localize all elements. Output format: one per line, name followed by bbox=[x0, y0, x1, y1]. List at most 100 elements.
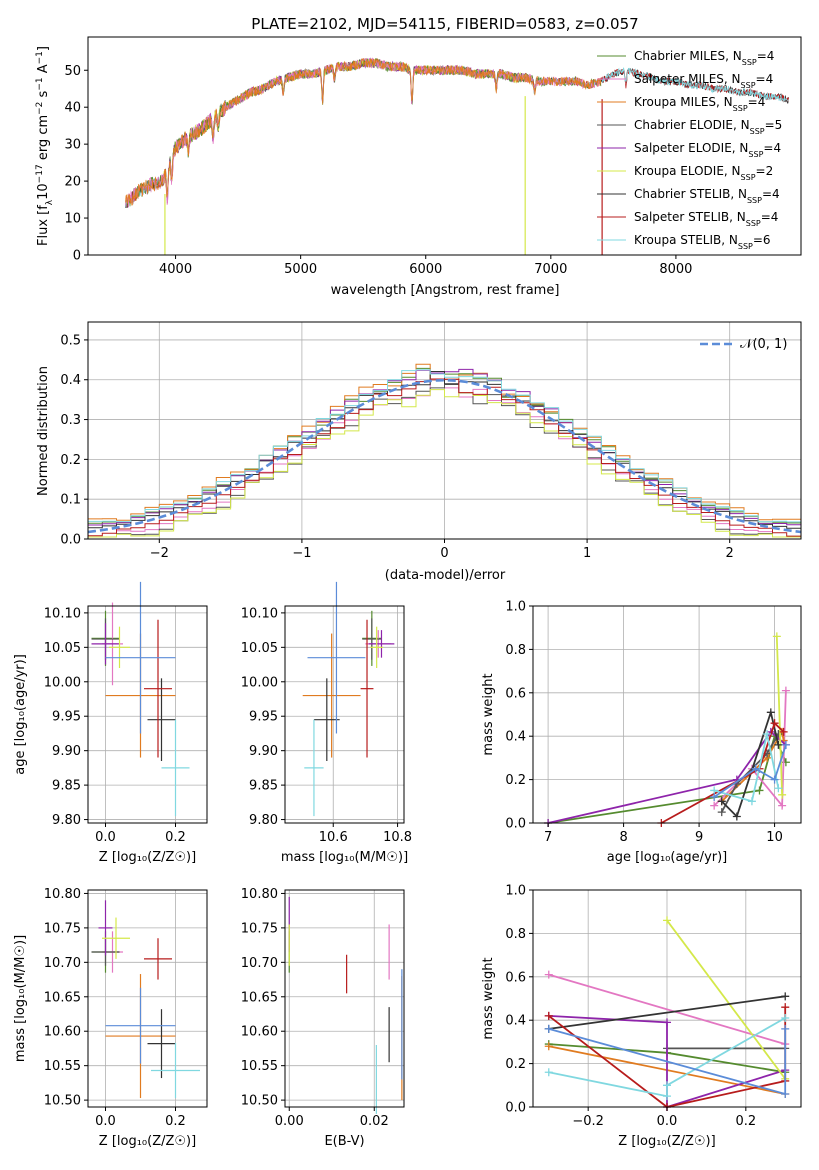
panel-frame bbox=[284, 889, 405, 1108]
y-tick-label: 0.6 bbox=[505, 970, 526, 985]
y-tick-label: 9.90 bbox=[52, 744, 81, 759]
x-tick-label: 0.2 bbox=[165, 1114, 186, 1129]
weight-marker bbox=[663, 916, 671, 925]
x-tick-label: 10.8 bbox=[383, 830, 412, 845]
y-tick-label: 0.4 bbox=[505, 730, 526, 745]
weight-series bbox=[772, 632, 787, 799]
x-axis-label: Z [log₁₀(Z/Z☉)] bbox=[99, 1134, 196, 1149]
x-tick-label: −1 bbox=[292, 546, 311, 561]
y-axis-label: mass [log₁₀(M/M☉)] bbox=[13, 935, 28, 1062]
y-tick-label: 10.55 bbox=[241, 1059, 278, 1074]
y-tick-label: 10.60 bbox=[44, 1025, 81, 1040]
errorbar-point bbox=[368, 630, 395, 658]
residuals-histograms bbox=[88, 363, 801, 538]
weight-marker bbox=[663, 1018, 671, 1027]
weight-marker bbox=[781, 686, 790, 695]
weight-marker bbox=[717, 797, 726, 806]
y-tick-label: 50 bbox=[64, 64, 81, 79]
errorbar-point bbox=[313, 678, 340, 761]
errorbar-point bbox=[109, 626, 130, 668]
errorbar-point bbox=[302, 633, 361, 758]
spectrum-trace bbox=[125, 57, 602, 206]
z-vs-age-panel: 0.0 0.2 9.80 9.85 9.90 9.95 10.00 10.05 10.10 Z [… bbox=[13, 581, 208, 865]
normal-reference-curve bbox=[87, 378, 802, 534]
y-tick-label: 0.0 bbox=[505, 817, 526, 832]
spectrum-x-label: wavelength [Angstrom, rest frame] bbox=[331, 283, 560, 298]
y-tick-label: 10.55 bbox=[44, 1059, 81, 1074]
weight-marker bbox=[781, 1014, 790, 1023]
y-tick-label: 0.0 bbox=[60, 533, 81, 548]
errorbar-point bbox=[362, 618, 382, 660]
errorbar-point bbox=[360, 619, 374, 758]
y-tick-label: 10.10 bbox=[241, 606, 278, 621]
x-tick-label: 4000 bbox=[159, 262, 192, 277]
x-tick-label: 1 bbox=[583, 546, 591, 561]
y-axis-label: age [log₁₀(age/yr)] bbox=[13, 654, 28, 775]
x-tick-label: 9 bbox=[695, 830, 703, 845]
x-tick-label: 0.2 bbox=[735, 1114, 756, 1129]
y-axis-label: mass weight bbox=[481, 673, 496, 755]
spectrum-ticks: 4000 5000 6000 7000 8000 0 10 20 30 40 50 bbox=[64, 64, 692, 277]
y-tick-label: 20 bbox=[64, 175, 81, 190]
panel-frame bbox=[87, 605, 208, 824]
x-axis-label: age [log₁₀(age/yr)] bbox=[607, 850, 728, 865]
x-tick-label: 0.00 bbox=[275, 1114, 304, 1129]
weight-marker bbox=[774, 740, 783, 749]
errorbar-point bbox=[161, 719, 190, 817]
y-tick-label: 10.80 bbox=[44, 887, 81, 902]
panel-frame bbox=[87, 889, 208, 1108]
y-tick-label: 10 bbox=[64, 212, 81, 227]
spectrum-panel: PLATE=2102, MJD=54115, FIBERID=0583, z=0… bbox=[35, 15, 802, 298]
y-tick-label: 10.75 bbox=[241, 921, 278, 936]
errorbar-point bbox=[105, 581, 176, 734]
errorbar-point bbox=[144, 619, 172, 758]
errorbar-point bbox=[147, 678, 176, 761]
weight-marker bbox=[778, 801, 787, 810]
x-tick-label: 5000 bbox=[284, 262, 317, 277]
y-tick-label: 10.05 bbox=[44, 641, 81, 656]
weight-marker bbox=[544, 1042, 553, 1051]
y-tick-label: 9.80 bbox=[249, 813, 278, 828]
x-tick-label: 0.2 bbox=[165, 830, 186, 845]
legend-entry: Salpeter MILES, NSSP=4 bbox=[634, 72, 773, 90]
spectrum-traces bbox=[125, 57, 789, 255]
y-tick-label: 0.0 bbox=[505, 1101, 526, 1116]
spectrum-title: PLATE=2102, MJD=54115, FIBERID=0583, z=0… bbox=[251, 15, 638, 33]
errorbar-point bbox=[147, 1009, 176, 1079]
y-tick-label: 9.95 bbox=[249, 710, 278, 725]
residuals-y-label: Normed distribution bbox=[36, 366, 51, 496]
y-tick-label: 10.70 bbox=[44, 956, 81, 971]
x-axis-label: E(B-V) bbox=[324, 1134, 364, 1149]
y-tick-label: 10.00 bbox=[241, 675, 278, 690]
x-tick-label: −0.2 bbox=[572, 1114, 604, 1129]
x-tick-label: 0.0 bbox=[95, 1114, 116, 1129]
errorbar-point bbox=[98, 900, 113, 956]
errorbar-point bbox=[151, 1042, 200, 1099]
weight-marker bbox=[710, 801, 719, 810]
y-tick-label: 10.05 bbox=[241, 641, 278, 656]
y-tick-label: 0.2 bbox=[505, 773, 526, 788]
x-tick-label: 7 bbox=[544, 830, 552, 845]
x-tick-label: 10 bbox=[766, 830, 783, 845]
weight-marker bbox=[770, 719, 779, 728]
y-tick-label: 30 bbox=[64, 138, 81, 153]
legend-entry: Salpeter ELODIE, NSSP=4 bbox=[634, 141, 781, 159]
x-axis-label: mass [log₁₀(M/M☉)] bbox=[281, 850, 408, 865]
y-tick-label: 10.10 bbox=[44, 606, 81, 621]
y-tick-label: 1.0 bbox=[505, 884, 526, 899]
legend-normal-label: 𝒩(0, 1) bbox=[740, 337, 787, 352]
y-tick-label: 0 bbox=[73, 249, 81, 264]
panel-frame bbox=[532, 605, 802, 824]
weight-marker bbox=[732, 812, 741, 821]
x-tick-label: 0.0 bbox=[657, 1114, 678, 1129]
y-tick-label: 0.5 bbox=[60, 333, 81, 348]
weight-series bbox=[544, 1024, 790, 1098]
weight-marker bbox=[781, 740, 790, 749]
y-tick-label: 9.85 bbox=[52, 779, 81, 794]
weight-marker bbox=[774, 784, 783, 793]
y-tick-label: 0.2 bbox=[60, 453, 81, 468]
spectrum-legend: Chabrier MILES, NSSP=4 Salpeter MILES, NS… bbox=[597, 49, 782, 251]
y-tick-label: 10.50 bbox=[44, 1094, 81, 1109]
weight-marker bbox=[755, 786, 764, 795]
